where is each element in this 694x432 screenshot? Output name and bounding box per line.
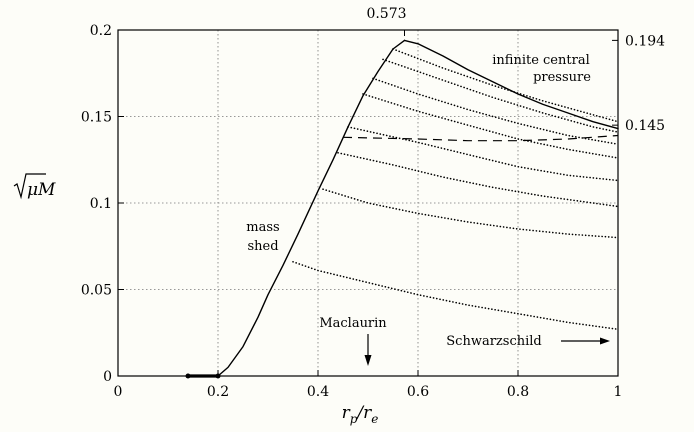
labels: rp/re μM infinite central pressure mass shed M… [13, 53, 591, 426]
grid [118, 30, 618, 376]
series-dotted-line [322, 188, 619, 239]
right-tick-label: 0.145 [625, 118, 665, 134]
annotation-mass-shed-line1: mass [246, 220, 279, 235]
y-axis-label-radical [13, 173, 46, 200]
series-layer [185, 39, 619, 379]
y-tick-label: 0.15 [81, 110, 112, 126]
series-endpoint-dot [185, 373, 191, 379]
top-tick-label: 0.573 [366, 6, 406, 22]
series-dotted-line [347, 126, 619, 182]
right-tick-label: 0.194 [625, 33, 665, 49]
series-dotted-line [382, 58, 619, 133]
series-dotted-line [392, 48, 619, 123]
arrows [364, 334, 610, 366]
x-axis-label: rp/re [342, 403, 379, 426]
y-tick-label: 0 [103, 369, 112, 385]
series-dotted-line [337, 152, 619, 208]
x-tick-label: 1 [614, 384, 623, 400]
annotation-mass-shed-line2: shed [247, 239, 278, 254]
ticks: 0 0.2 0.4 0.6 0.8 1 0 0.05 0.1 0.15 0.2 0.573 0.194 0… [81, 6, 665, 400]
x-tick-label: 0.8 [507, 384, 529, 400]
y-tick-label: 0.2 [90, 23, 112, 39]
series-endpoint-dot [215, 373, 221, 379]
y-tick-label: 0.05 [81, 283, 112, 299]
x-tick-label: 0.6 [407, 384, 429, 400]
annotation-infinite-pressure-line1: infinite central [492, 53, 589, 68]
annotation-maclaurin: Maclaurin [319, 316, 387, 331]
maclaurin-arrowhead [364, 355, 372, 366]
series-dashed-line [342, 134, 619, 142]
annotation-infinite-pressure-line2: pressure [533, 70, 591, 85]
annotation-schwarzschild: Schwarzschild [446, 334, 541, 349]
y-tick-label: 0.1 [90, 196, 112, 212]
x-tick-label: 0 [114, 384, 123, 400]
y-axis-label: μM [27, 180, 56, 200]
series-dotted-line [292, 260, 619, 331]
series-solid-line [217, 39, 406, 377]
series-solid-line [403, 39, 619, 130]
series-dotted-line [362, 93, 619, 159]
x-tick-label: 0.4 [307, 384, 329, 400]
schwarzschild-arrowhead [600, 337, 610, 345]
x-tick-label: 0.2 [207, 384, 229, 400]
series-dotted-line [372, 77, 619, 145]
